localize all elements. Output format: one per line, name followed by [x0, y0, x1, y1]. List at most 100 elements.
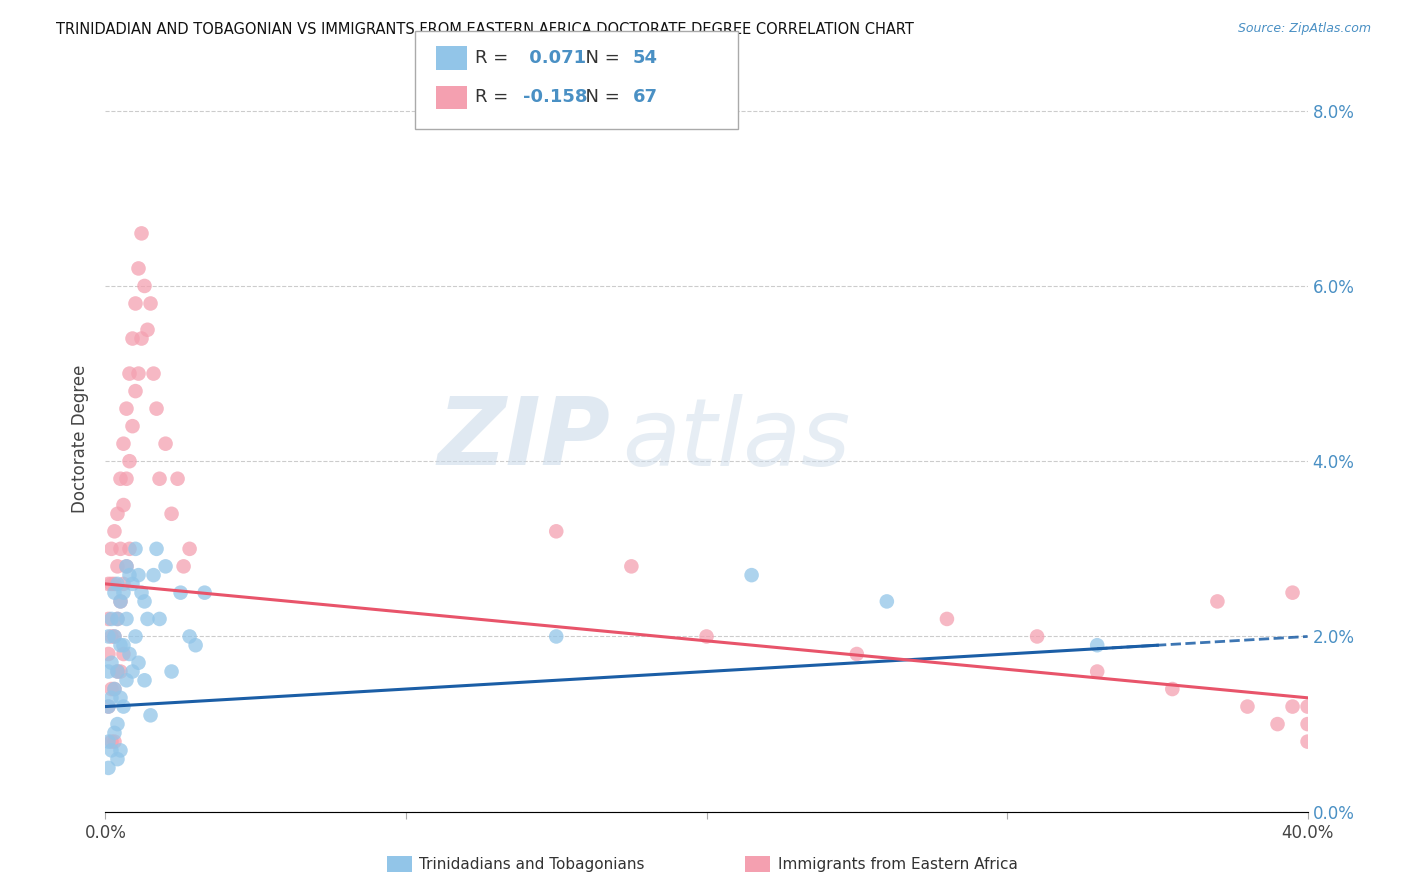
Point: [110, 665, 132, 679]
Text: R =: R =: [475, 49, 515, 67]
Point: [142, 568, 165, 582]
Text: Source: ZipAtlas.com: Source: ZipAtlas.com: [1237, 22, 1371, 36]
Point: [136, 323, 159, 337]
Point: [103, 585, 125, 599]
Text: Immigrants from Eastern Africa: Immigrants from Eastern Africa: [778, 857, 1018, 871]
Point: [128, 568, 150, 582]
Point: [97, 699, 120, 714]
Text: 67: 67: [633, 88, 658, 106]
Text: R =: R =: [475, 88, 515, 106]
Point: [118, 568, 141, 582]
Point: [876, 594, 898, 608]
Text: Trinidadians and Tobagonians: Trinidadians and Tobagonians: [419, 857, 644, 871]
Point: [112, 498, 135, 512]
Point: [97, 612, 120, 626]
Point: [194, 585, 217, 599]
Point: [107, 577, 129, 591]
Point: [100, 656, 122, 670]
Point: [112, 585, 135, 599]
Point: [1296, 717, 1319, 731]
Point: [1267, 717, 1289, 731]
Point: [115, 673, 138, 688]
Point: [107, 752, 129, 766]
Point: [100, 541, 122, 556]
Point: [100, 577, 122, 591]
Point: [173, 559, 195, 574]
Point: [169, 585, 191, 599]
Point: [107, 507, 129, 521]
Point: [128, 656, 150, 670]
Point: [179, 630, 201, 644]
Point: [103, 630, 125, 644]
Point: [1296, 699, 1319, 714]
Point: [100, 734, 122, 748]
Point: [136, 612, 159, 626]
Text: ZIP: ZIP: [437, 393, 610, 485]
Point: [179, 541, 201, 556]
Point: [112, 436, 135, 450]
Point: [131, 227, 153, 241]
Point: [148, 472, 170, 486]
Point: [118, 541, 141, 556]
Point: [97, 630, 120, 644]
Point: [115, 612, 138, 626]
Point: [110, 541, 132, 556]
Point: [128, 261, 150, 276]
Point: [107, 612, 129, 626]
Point: [118, 454, 141, 468]
Point: [1161, 681, 1184, 696]
Point: [124, 296, 146, 310]
Point: [110, 638, 132, 652]
Point: [134, 594, 156, 608]
Point: [97, 761, 120, 775]
Point: [131, 332, 153, 346]
Point: [110, 743, 132, 757]
Point: [100, 690, 122, 705]
Point: [107, 612, 129, 626]
Point: [155, 559, 177, 574]
Point: [1296, 734, 1319, 748]
Text: TRINIDADIAN AND TOBAGONIAN VS IMMIGRANTS FROM EASTERN AFRICA DOCTORATE DEGREE CO: TRINIDADIAN AND TOBAGONIAN VS IMMIGRANTS…: [56, 22, 914, 37]
Point: [121, 665, 143, 679]
Point: [124, 541, 146, 556]
Point: [128, 367, 150, 381]
Point: [134, 673, 156, 688]
Point: [118, 647, 141, 661]
Point: [112, 699, 135, 714]
Text: atlas: atlas: [623, 393, 851, 485]
Point: [1085, 665, 1108, 679]
Point: [103, 726, 125, 740]
Point: [139, 708, 162, 723]
Point: [97, 699, 120, 714]
Point: [145, 401, 167, 416]
Point: [103, 630, 125, 644]
Point: [139, 296, 162, 310]
Point: [1281, 585, 1303, 599]
Text: N =: N =: [574, 49, 626, 67]
Point: [103, 681, 125, 696]
Point: [112, 647, 135, 661]
Point: [100, 681, 122, 696]
Point: [696, 630, 718, 644]
Point: [115, 401, 138, 416]
Point: [160, 507, 183, 521]
Point: [97, 577, 120, 591]
Point: [110, 690, 132, 705]
Point: [103, 524, 125, 539]
Point: [110, 594, 132, 608]
Point: [1281, 699, 1303, 714]
Point: [110, 594, 132, 608]
Point: [103, 734, 125, 748]
Point: [97, 647, 120, 661]
Point: [107, 559, 129, 574]
Point: [103, 577, 125, 591]
Point: [115, 472, 138, 486]
Y-axis label: Doctorate Degree: Doctorate Degree: [72, 365, 90, 514]
Point: [121, 419, 143, 434]
Text: 54: 54: [633, 49, 658, 67]
Point: [100, 612, 122, 626]
Point: [845, 647, 868, 661]
Point: [155, 436, 177, 450]
Point: [142, 367, 165, 381]
Point: [148, 612, 170, 626]
